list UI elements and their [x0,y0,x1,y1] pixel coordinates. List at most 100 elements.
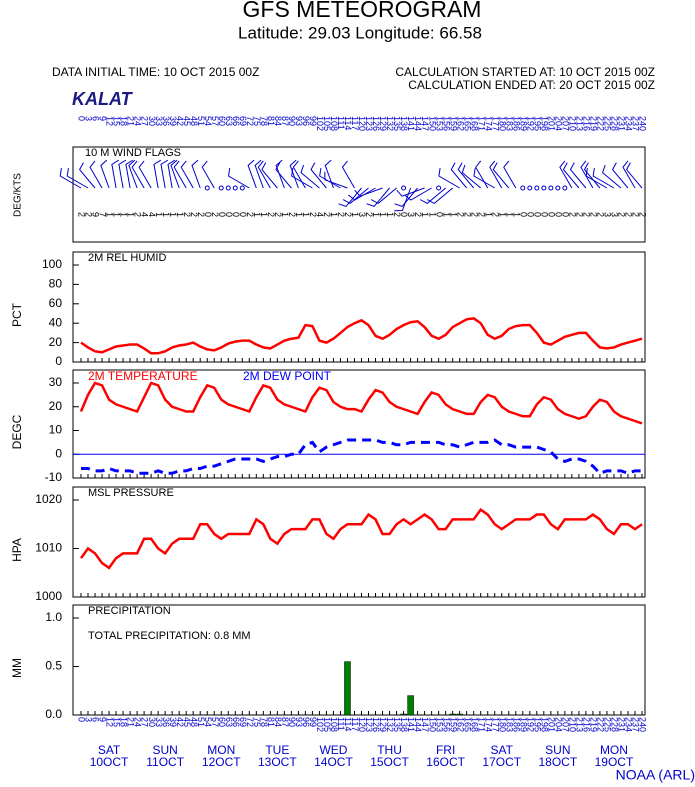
wind-speed-label: 2 [343,212,353,217]
top-hour-label: 195 [532,116,542,131]
top-hour-label: 84 [273,116,283,126]
wind-calm [555,185,561,191]
day-label: FRI [436,743,455,757]
wind-speed-label: 1 [161,212,171,217]
top-hour-label: 237 [631,116,641,131]
date-label: 10OCT [90,755,129,769]
top-hour-label: 141 [406,116,416,131]
wind-flag [622,160,636,189]
wind-flag [118,159,127,189]
wind-flag [138,160,152,189]
top-hour-label: 222 [596,116,606,131]
series-line [79,507,643,570]
wind-speed-label: 2 [624,212,634,217]
top-hour-label: 240 [638,116,648,131]
top-hour-label: 183 [504,116,514,131]
top-hour-label: 174 [483,116,493,131]
wind-flag [100,159,110,189]
y-tick-label: 1010 [35,541,62,555]
panel-title: PRECIPITATION [88,605,171,617]
wind-speed-label: 2 [589,212,599,217]
credit: NOAA (ARL) [616,767,695,783]
wind-speed-label: 2 [210,212,220,217]
wind-flag [324,159,334,189]
top-hour-label: 24 [133,116,143,126]
bottom-hour-label: 105 [322,717,332,732]
wind-flag [111,159,119,189]
wind-speed-label: 2 [287,212,297,217]
bottom-hour-label: 60 [217,717,227,727]
bottom-hour-label: 18 [119,717,129,727]
wind-speed-label: 1 [350,212,360,217]
top-hour-label: 231 [617,116,627,131]
top-hour-label: 102 [315,116,325,131]
wind-flag [473,168,495,189]
bottom-hour-label: 204 [553,717,563,732]
top-hour-label: 225 [603,116,613,131]
wind-flag [611,162,629,189]
top-hour-label: 168 [469,116,479,131]
bottom-hour-label: 42 [175,717,185,727]
wind-speed-label: 2 [266,212,276,217]
wind-flag [227,168,250,189]
wind-speed-label: 2 [631,212,641,217]
top-hour-label: 153 [434,116,444,131]
series-line [81,438,642,475]
wind-speed-label: 1 [497,212,507,217]
wind-calm [239,185,245,191]
top-hour-label: 180 [497,116,507,131]
bottom-hour-label: 81 [266,717,276,727]
wind-flag [341,160,355,189]
top-hour-label: 189 [518,116,528,131]
bottom-hour-label: 24 [133,717,143,727]
bottom-hour-label: 15 [112,717,122,727]
bottom-hour-label: 123 [364,717,374,732]
wind-speed-label: 2 [336,212,346,217]
day-label: WED [319,743,347,757]
top-hour-label: 3 [84,116,94,121]
panel-title: MSL PRESSURE [88,487,174,499]
wind-calm [218,185,224,191]
bottom-hour-label: 138 [399,717,409,732]
wind-speed-label: 1 [483,212,493,217]
top-hour-label: 66 [231,116,241,126]
bottom-hour-label: 51 [196,717,206,727]
top-hour-label: 207 [560,116,570,131]
wind-flag [394,187,418,207]
top-hour-label: 117 [350,116,360,130]
y-tick-label: 0.0 [45,707,62,721]
bottom-hour-label: 189 [518,717,528,732]
bottom-hour-label: 183 [504,717,514,732]
wind-speed-label: 1 [294,212,304,217]
date-label: 14OCT [314,755,353,769]
bottom-hour-label: 195 [532,717,542,732]
calc-started: CALCULATION STARTED AT: 10 OCT 2015 00Z [395,65,655,79]
top-hour-label: 216 [582,116,592,131]
day-label: TUE [265,743,289,757]
wind-speed-label: 2 [476,212,486,217]
top-hour-label: 147 [420,116,430,131]
wind-flag [366,187,390,207]
wind-flag [291,168,313,189]
bottom-hour-label: 168 [469,717,479,732]
wind-speed-label: 2 [490,212,500,217]
wind-flag [319,168,341,189]
wind-calm [232,185,238,191]
wind-calm [534,185,540,191]
day-label: SUN [545,743,570,757]
wind-speed-label: 2 [364,212,374,217]
wind-flag [583,162,601,189]
wind-flag [396,187,425,197]
date-label: 12OCT [202,755,241,769]
wind-flag [585,168,608,189]
wind-speed-label: 3 [406,212,416,217]
bottom-hour-label: 6 [91,717,101,722]
top-hour-label: 57 [210,116,220,126]
wind-speed-label: 2 [582,212,592,217]
top-hour-label: 213 [575,116,585,131]
bottom-hour-label: 66 [231,717,241,727]
wind-flag [254,159,264,189]
panel-frame [72,251,646,363]
wind-speed-label: 1 [511,212,521,217]
bottom-hour-label: 102 [315,717,325,732]
